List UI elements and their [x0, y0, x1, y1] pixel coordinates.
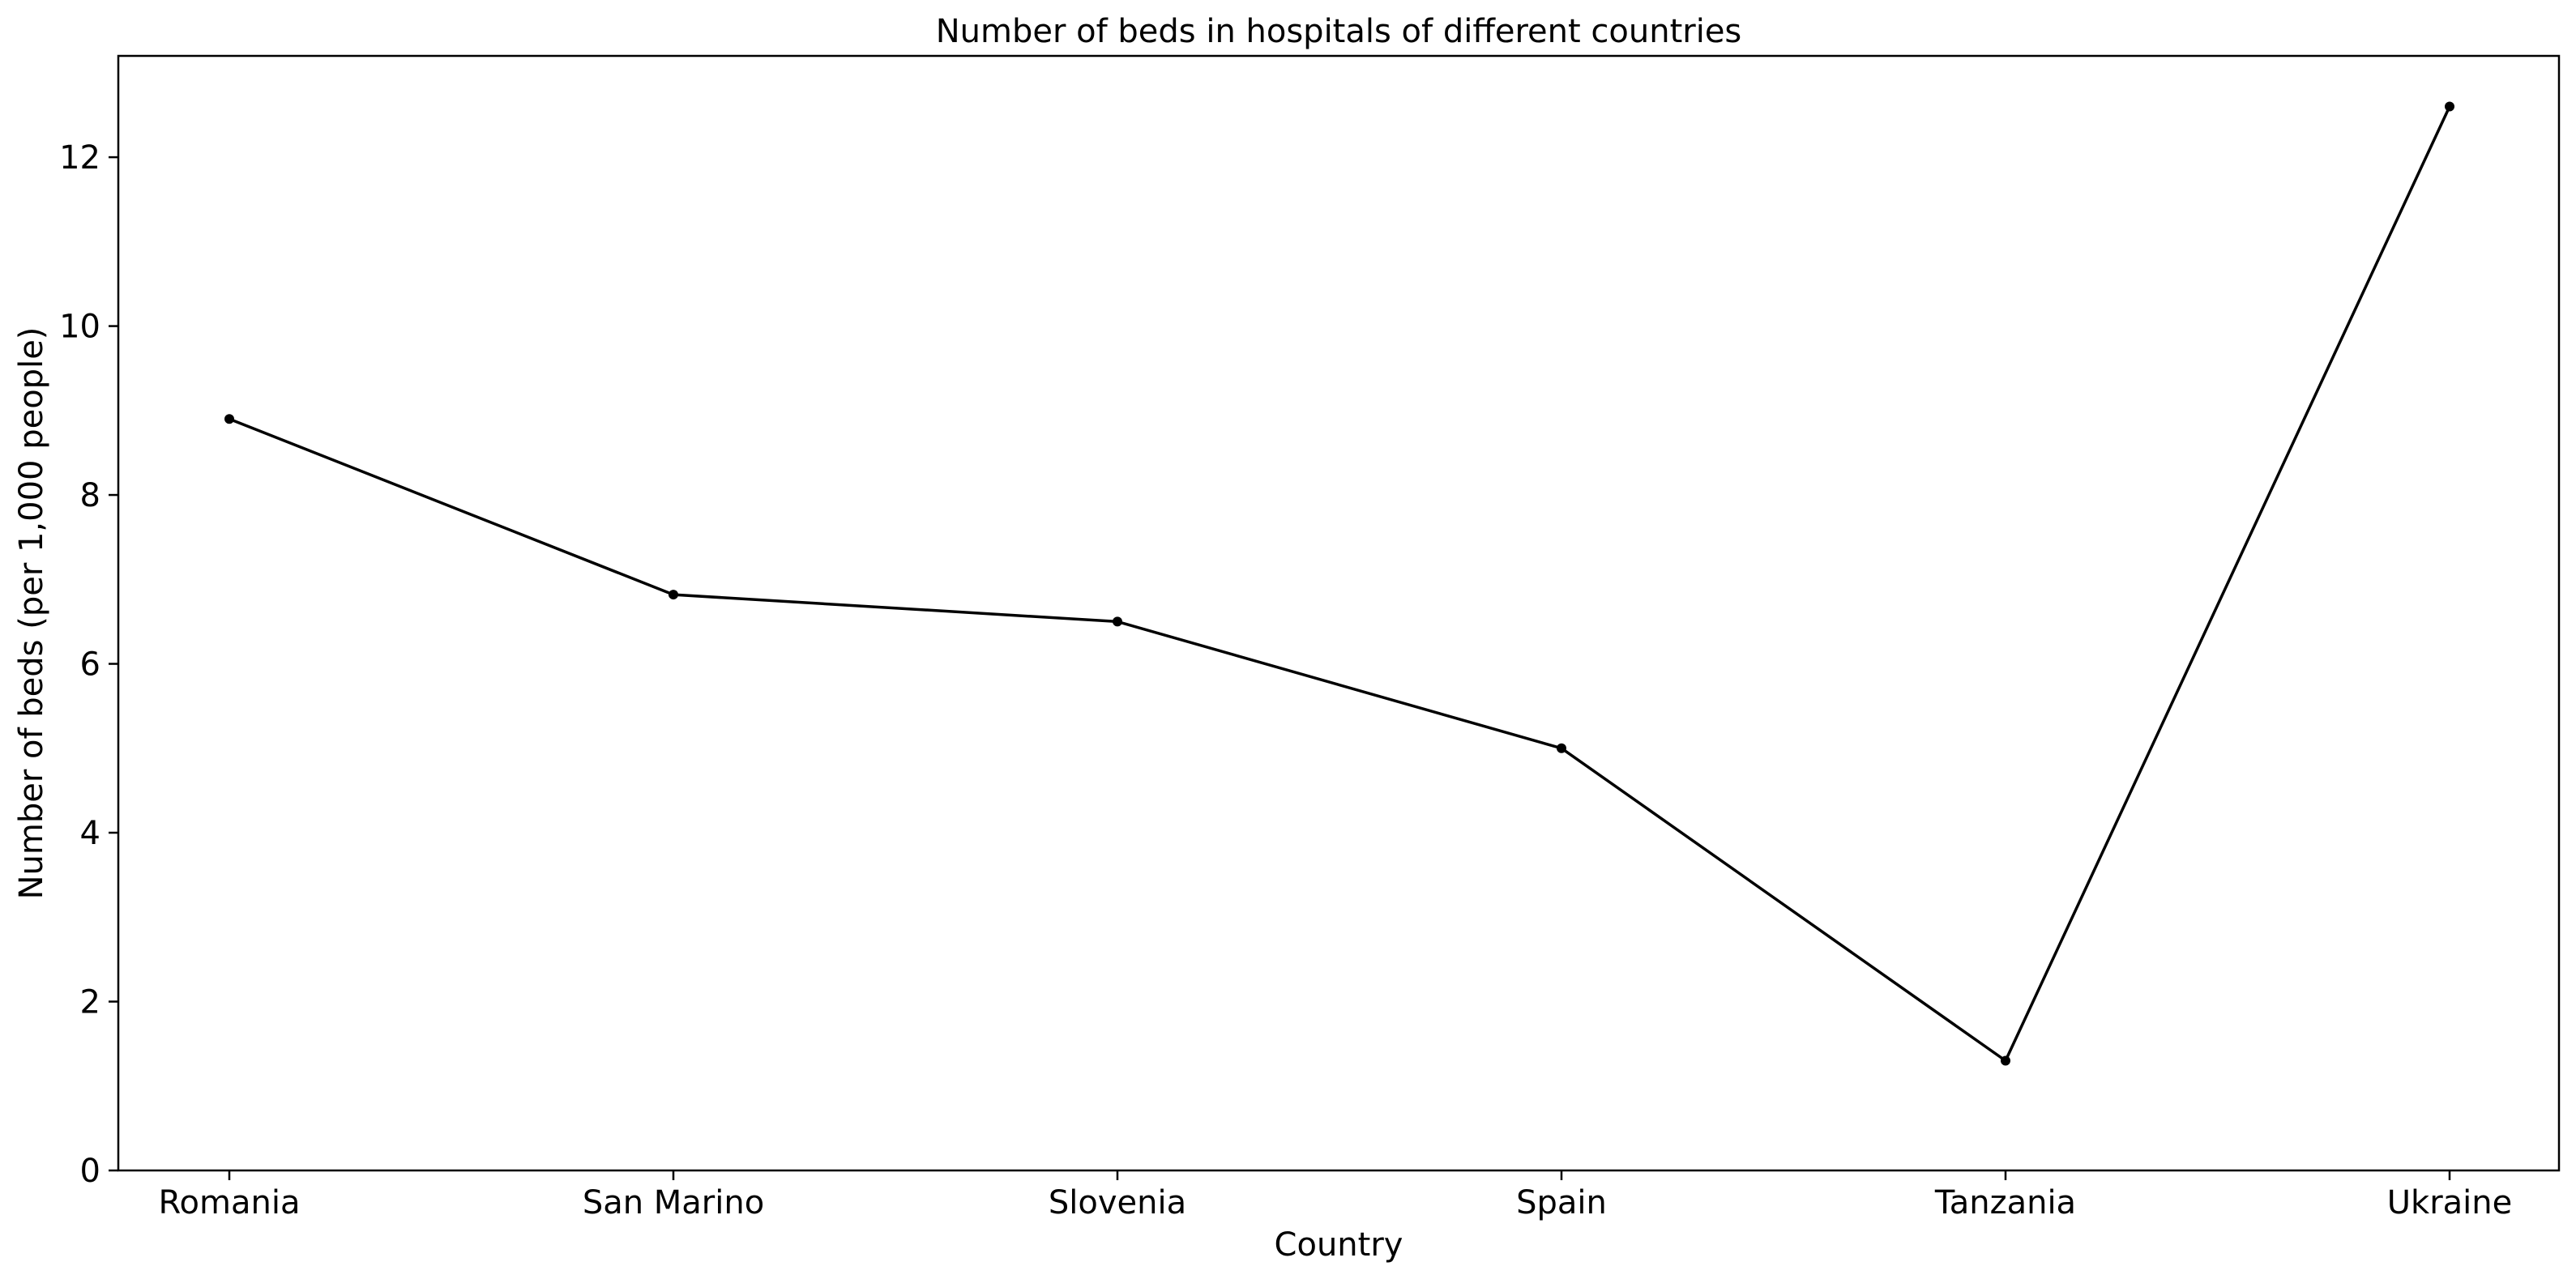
y-tick-label: 12 [59, 139, 100, 177]
y-tick-label: 0 [80, 1153, 100, 1190]
data-point [669, 590, 678, 600]
data-point [224, 414, 234, 424]
x-tick-label: Ukraine [2387, 1184, 2512, 1221]
x-tick-label: San Marino [583, 1184, 764, 1221]
y-tick-label: 4 [80, 815, 100, 852]
series-line [228, 104, 2451, 1063]
plot-frame [117, 54, 2561, 1172]
x-tick-label: Romania [159, 1184, 301, 1221]
data-point [2445, 101, 2454, 112]
x-tick-label: Tanzania [1934, 1184, 2076, 1221]
y-tick-label: 10 [59, 309, 100, 346]
x-tick-label: Spain [1516, 1184, 1607, 1221]
y-axis-label: Number of beds (per 1,000 people) [13, 327, 50, 900]
data-point [1557, 743, 1566, 753]
x-axis-ticks: Romania San Marino Slovenia Spain Tanzania Uk… [159, 1170, 2512, 1221]
chart-title: Number of beds in hospitals of different… [936, 13, 1742, 50]
data-point [2001, 1055, 2010, 1066]
data-point [1113, 616, 1122, 627]
y-tick-label: 8 [80, 477, 100, 514]
x-tick-label: Slovenia [1049, 1184, 1186, 1221]
series-group [224, 101, 2454, 1066]
y-tick-label: 2 [80, 984, 100, 1021]
x-axis-label: Country [1275, 1226, 1403, 1264]
y-tick-label: 6 [80, 646, 100, 684]
y-axis-ticks: 0 2 4 6 8 10 12 [59, 139, 118, 1190]
